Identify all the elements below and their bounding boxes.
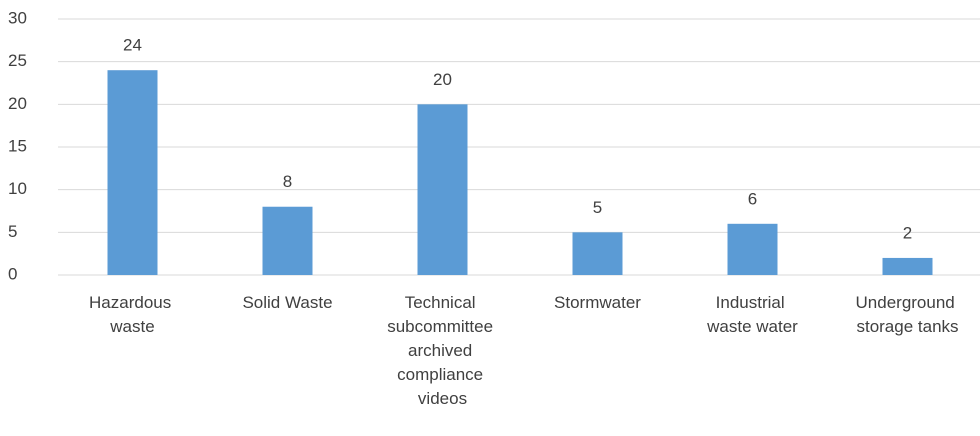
bar <box>727 223 778 275</box>
x-tick-label: Hazardous waste <box>89 293 176 336</box>
bar <box>572 232 623 275</box>
data-label: 8 <box>283 172 292 191</box>
x-tick-label: Stormwater <box>554 293 641 312</box>
y-tick-label: 30 <box>8 8 27 27</box>
y-tick-label: 25 <box>8 51 27 70</box>
y-tick-label: 0 <box>8 264 17 283</box>
x-tick-label: Solid Waste <box>242 293 332 312</box>
bar <box>107 70 158 275</box>
x-tick-label: Technical subcommittee archived complian… <box>387 293 498 408</box>
data-label: 5 <box>593 198 602 217</box>
data-label: 24 <box>123 36 142 55</box>
y-tick-label: 15 <box>8 136 27 155</box>
data-label: 20 <box>433 70 452 89</box>
x-tick-label: Industrial waste water <box>706 293 798 336</box>
bar <box>882 257 933 275</box>
y-tick-label: 5 <box>8 222 17 241</box>
bar <box>417 104 468 275</box>
x-tick-label: Underground storage tanks <box>856 293 960 336</box>
data-label: 6 <box>748 189 757 208</box>
y-tick-label: 20 <box>8 94 27 113</box>
bar <box>262 206 313 275</box>
data-label: 2 <box>903 223 912 242</box>
y-tick-label: 10 <box>8 179 27 198</box>
